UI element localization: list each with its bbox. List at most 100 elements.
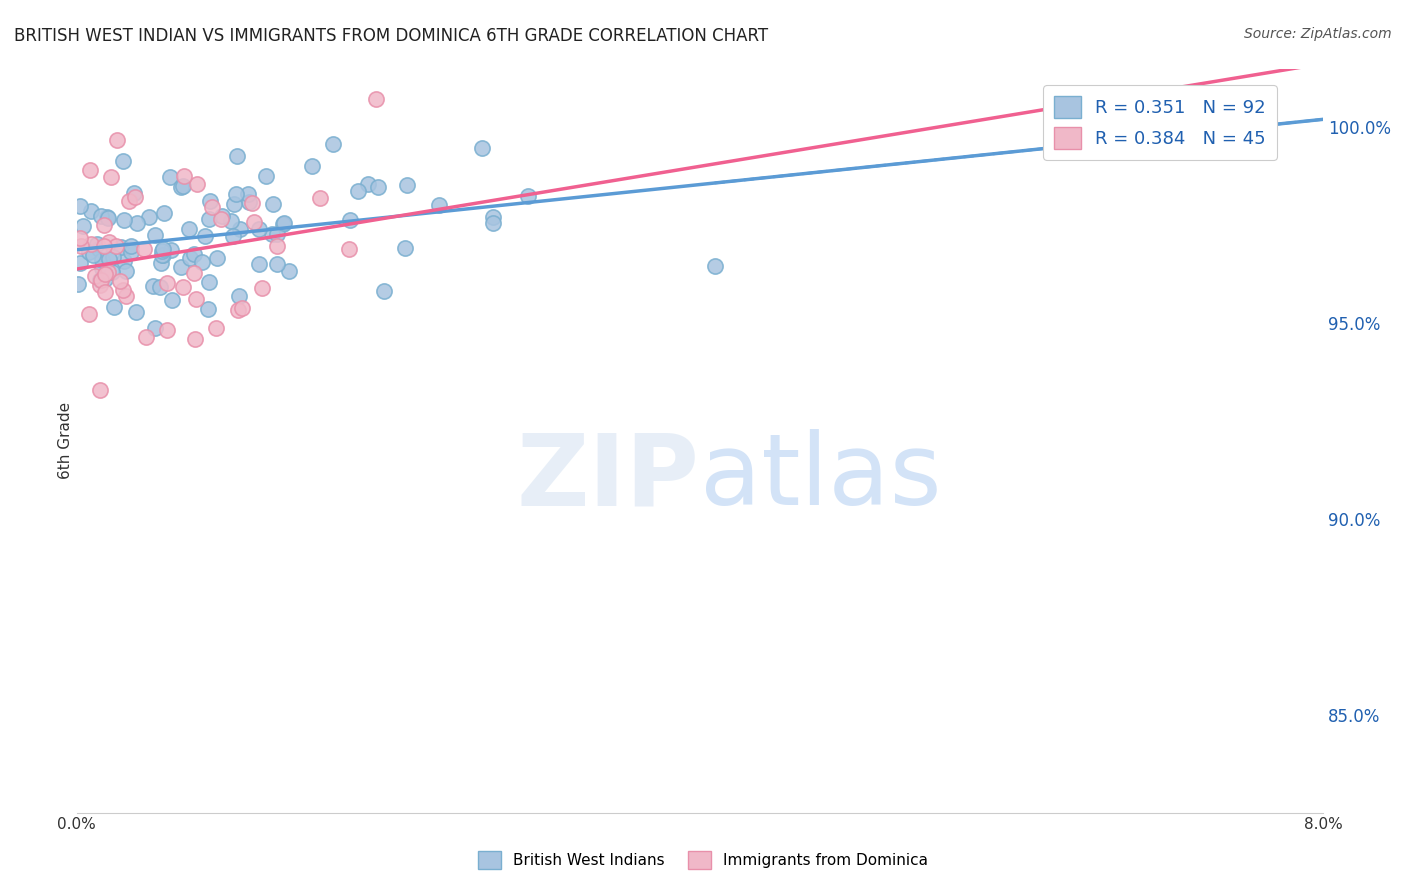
- Point: [219, 214, 242, 228]
- Point: [97, 235, 120, 249]
- Point: [207, 251, 229, 265]
- Point: [260, 227, 283, 241]
- Point: [77, 307, 100, 321]
- Point: [112, 153, 135, 168]
- Point: [120, 239, 142, 253]
- Point: [90, 260, 112, 275]
- Point: [170, 180, 193, 194]
- Point: [482, 216, 505, 230]
- Point: [396, 178, 419, 192]
- Point: [250, 281, 273, 295]
- Point: [82, 248, 104, 262]
- Point: [183, 332, 205, 346]
- Point: [90, 209, 112, 223]
- Point: [703, 259, 725, 273]
- Y-axis label: 6th Grade: 6th Grade: [58, 402, 73, 479]
- Point: [172, 280, 194, 294]
- Point: [339, 213, 361, 227]
- Point: [105, 133, 128, 147]
- Point: [138, 211, 160, 225]
- Point: [118, 194, 141, 208]
- Point: [93, 218, 115, 232]
- Point: [90, 272, 112, 286]
- Point: [120, 245, 142, 260]
- Point: [143, 321, 166, 335]
- Point: [172, 179, 194, 194]
- Point: [211, 209, 233, 223]
- Text: BRITISH WEST INDIAN VS IMMIGRANTS FROM DOMINICA 6TH GRADE CORRELATION CHART: BRITISH WEST INDIAN VS IMMIGRANTS FROM D…: [14, 27, 768, 45]
- Point: [226, 303, 249, 318]
- Point: [225, 149, 247, 163]
- Point: [183, 246, 205, 260]
- Point: [205, 320, 228, 334]
- Point: [155, 276, 177, 290]
- Point: [238, 194, 260, 209]
- Point: [309, 191, 332, 205]
- Point: [191, 255, 214, 269]
- Legend: British West Indians, Immigrants from Dominica: British West Indians, Immigrants from Do…: [472, 845, 934, 875]
- Point: [69, 199, 91, 213]
- Point: [124, 304, 146, 318]
- Point: [160, 243, 183, 257]
- Point: [262, 197, 284, 211]
- Point: [364, 92, 387, 106]
- Point: [114, 264, 136, 278]
- Point: [105, 239, 128, 253]
- Point: [114, 289, 136, 303]
- Point: [225, 186, 247, 201]
- Point: [179, 222, 201, 236]
- Point: [97, 252, 120, 266]
- Point: [197, 301, 219, 316]
- Point: [373, 284, 395, 298]
- Point: [80, 236, 103, 251]
- Point: [150, 248, 173, 262]
- Point: [159, 169, 181, 184]
- Point: [83, 268, 105, 283]
- Point: [228, 221, 250, 235]
- Point: [97, 211, 120, 225]
- Point: [97, 265, 120, 279]
- Point: [149, 280, 172, 294]
- Point: [238, 187, 260, 202]
- Point: [209, 212, 232, 227]
- Point: [69, 256, 91, 270]
- Point: [149, 255, 172, 269]
- Point: [240, 195, 263, 210]
- Point: [134, 243, 156, 257]
- Point: [427, 198, 450, 212]
- Text: ZIP: ZIP: [517, 429, 700, 526]
- Point: [471, 141, 494, 155]
- Point: [278, 264, 301, 278]
- Point: [86, 237, 108, 252]
- Point: [143, 228, 166, 243]
- Point: [79, 163, 101, 178]
- Legend: R = 0.351   N = 92, R = 0.384   N = 45: R = 0.351 N = 92, R = 0.384 N = 45: [1043, 85, 1277, 160]
- Point: [112, 283, 135, 297]
- Point: [93, 239, 115, 253]
- Point: [66, 277, 89, 291]
- Point: [337, 242, 360, 256]
- Point: [266, 239, 288, 253]
- Point: [89, 383, 111, 397]
- Point: [89, 278, 111, 293]
- Point: [273, 218, 295, 232]
- Point: [224, 196, 246, 211]
- Point: [112, 213, 135, 227]
- Point: [94, 268, 117, 282]
- Point: [160, 293, 183, 307]
- Point: [222, 228, 245, 243]
- Point: [170, 260, 193, 274]
- Point: [152, 242, 174, 256]
- Point: [96, 210, 118, 224]
- Point: [301, 159, 323, 173]
- Point: [69, 238, 91, 252]
- Text: atlas: atlas: [700, 429, 942, 526]
- Point: [89, 242, 111, 256]
- Point: [112, 254, 135, 268]
- Point: [197, 212, 219, 227]
- Point: [156, 323, 179, 337]
- Point: [150, 244, 173, 259]
- Point: [247, 222, 270, 236]
- Point: [231, 301, 253, 315]
- Point: [100, 170, 122, 185]
